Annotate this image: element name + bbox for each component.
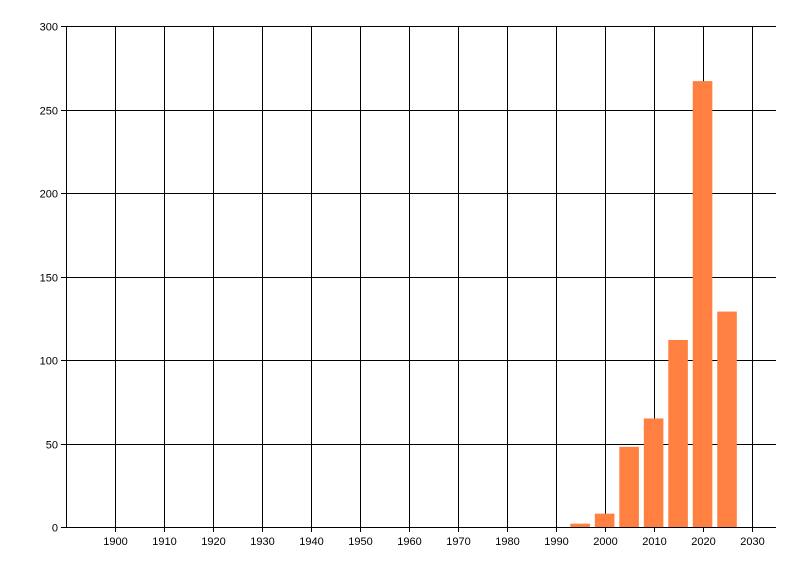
y-tick-label: 250	[40, 106, 58, 118]
x-tick-label: 1930	[250, 536, 274, 548]
bar-2005	[619, 446, 639, 527]
axes	[66, 26, 776, 528]
x-tick-label: 1990	[544, 536, 568, 548]
grid	[61, 26, 776, 532]
y-tick-label: 150	[40, 273, 58, 285]
bar-1995	[570, 523, 590, 527]
y-tick-label: 100	[40, 356, 58, 368]
bar-2015	[668, 339, 688, 527]
y-tick-labels: 0 50 100 150 200 250 300	[40, 22, 58, 535]
x-tick-label: 1910	[152, 536, 176, 548]
x-tick-label: 2030	[740, 536, 764, 548]
x-tick-label: 1920	[201, 536, 225, 548]
x-tick-label: 1950	[348, 536, 372, 548]
bar-2020	[692, 81, 713, 528]
bars	[570, 81, 737, 528]
x-tick-label: 2010	[642, 536, 666, 548]
bar-2000	[594, 513, 615, 527]
bar-2010	[643, 418, 664, 527]
x-tick-label: 1980	[495, 536, 519, 548]
x-tick-label: 2000	[593, 536, 617, 548]
x-tick-label: 1960	[397, 536, 421, 548]
y-tick-label: 200	[40, 189, 58, 201]
y-tick-label: 0	[52, 523, 58, 535]
x-tick-label: 1970	[446, 536, 470, 548]
x-tick-label: 1940	[299, 536, 323, 548]
y-tick-label: 50	[46, 440, 58, 452]
x-tick-label: 2020	[691, 536, 715, 548]
bar-2025	[717, 311, 737, 527]
x-tick-label: 1900	[103, 536, 127, 548]
y-tick-label: 300	[40, 22, 58, 34]
x-tick-labels: 1900 1910 1920 1930 1940 1950 1960 1970 1980 1990…	[103, 536, 764, 548]
